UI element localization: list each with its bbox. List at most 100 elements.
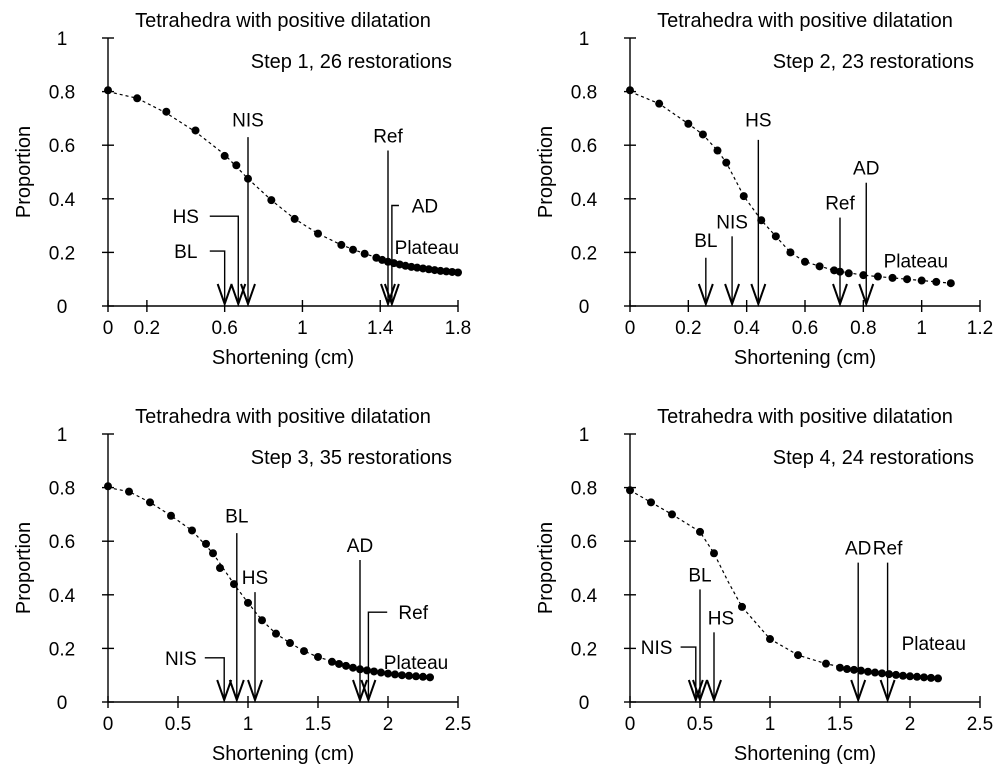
data-point — [104, 482, 112, 491]
data-point — [668, 510, 676, 519]
arrow-head — [724, 283, 741, 308]
data-point — [125, 487, 133, 496]
data-point — [363, 666, 371, 675]
y-tick-label: 0.6 — [49, 136, 75, 157]
panel-label: Step 4, 24 restorations — [773, 447, 974, 469]
data-point — [448, 267, 457, 276]
data-point — [314, 652, 322, 661]
data-point — [436, 266, 445, 275]
data-point — [377, 668, 385, 677]
x-tick-label: 1.2 — [967, 318, 993, 339]
marker-plateau-label: Plateau — [384, 653, 448, 674]
y-tick-label: 0 — [57, 297, 68, 318]
marker-nis: NIS — [165, 649, 233, 704]
data-point — [626, 86, 634, 95]
x-tick-label: 0.8 — [850, 318, 876, 339]
x-tick-label: 1.8 — [445, 318, 471, 339]
x-tick-label: 2 — [383, 714, 394, 735]
panel-label: Step 3, 35 restorations — [251, 447, 452, 469]
x-tick-label: 1 — [297, 318, 308, 339]
marker-nis-label: NIS — [716, 212, 748, 233]
arrow-head — [750, 283, 767, 308]
y-tick-label: 1 — [579, 29, 590, 50]
data-point — [626, 486, 634, 495]
x-tick-label: 1.5 — [827, 714, 853, 735]
panel-label: Step 1, 26 restorations — [251, 51, 452, 73]
marker-ref: Ref — [360, 603, 429, 704]
arrow-head — [216, 679, 233, 704]
data-point — [946, 279, 955, 288]
fit-curve — [629, 489, 939, 679]
data-point — [757, 216, 766, 225]
data-point — [370, 667, 378, 676]
y-tick-label: 1 — [57, 425, 68, 446]
y-tick-label: 0.2 — [49, 243, 75, 264]
data-point — [191, 126, 200, 135]
data-point — [328, 657, 336, 666]
y-tick-label: 0.4 — [571, 586, 598, 607]
x-tick-label: 0.6 — [211, 318, 237, 339]
x-tick-label: 1 — [916, 318, 927, 339]
marker-ref-label: Ref — [398, 603, 428, 624]
x-tick-label: 0 — [103, 318, 114, 339]
marker-ad-label: AD — [853, 159, 879, 180]
data-point — [739, 192, 748, 201]
y-tick-label: 0.6 — [571, 532, 597, 553]
y-tick-label: 0.8 — [571, 479, 597, 500]
marker-bl: BL — [174, 242, 233, 308]
data-point — [857, 666, 865, 675]
data-point — [684, 119, 693, 128]
fit-curve — [107, 487, 431, 678]
marker-bl-label: BL — [694, 231, 717, 252]
data-point — [873, 272, 882, 281]
arrow-line — [367, 611, 388, 700]
y-tick-label: 0.2 — [49, 639, 75, 660]
y-tick-label: 0.8 — [49, 83, 75, 104]
y-tick-label: 1 — [57, 29, 68, 50]
x-tick-label: 2.5 — [967, 714, 993, 735]
x-tick-label: 1.5 — [305, 714, 331, 735]
y-tick-label: 0.4 — [49, 190, 76, 211]
data-point — [647, 498, 655, 507]
chart-title: Tetrahedra with positive dilatation — [135, 406, 431, 428]
data-point — [314, 229, 322, 238]
arrow-line — [204, 657, 225, 700]
x-tick-label: 0.4 — [733, 318, 760, 339]
y-tick-label: 0.8 — [49, 479, 75, 500]
data-point — [794, 651, 802, 660]
data-point — [786, 248, 795, 257]
data-point — [932, 277, 941, 286]
arrow-head — [706, 679, 722, 704]
y-tick-label: 0.4 — [49, 586, 76, 607]
data-point — [232, 161, 241, 170]
x-tick-label: 0.2 — [675, 318, 701, 339]
chart-panel-4: Tetrahedra with positive dilatation 0 0.2 0… — [535, 406, 993, 765]
marker-bl: BL — [688, 565, 712, 704]
x-tick-label: 1 — [765, 714, 776, 735]
arrow-head — [247, 679, 263, 704]
marker-ad: AD — [853, 159, 879, 308]
data-point — [710, 549, 718, 558]
marker-ref: Ref — [825, 194, 855, 308]
data-point — [424, 265, 433, 274]
y-tick-label: 0 — [579, 297, 590, 318]
data-point — [801, 257, 809, 266]
data-point — [698, 130, 707, 139]
x-axis-label: Shortening (cm) — [734, 743, 876, 765]
x-axis-label: Shortening (cm) — [734, 347, 876, 369]
marker-hs-label: HS — [708, 608, 734, 629]
marker-hs-label: HS — [745, 110, 771, 131]
data-point — [885, 670, 893, 679]
marker-hs-label: HS — [242, 568, 268, 589]
data-point — [771, 232, 780, 241]
data-point — [892, 670, 900, 679]
data-point — [696, 527, 704, 536]
data-point — [272, 629, 280, 638]
arrow-head — [850, 679, 867, 704]
chart-panel-1: Tetrahedra with positive dilatation 0 0.2 0… — [13, 10, 471, 369]
panel-label: Step 2, 23 restorations — [773, 51, 974, 73]
chart-title: Tetrahedra with positive dilatation — [135, 10, 431, 32]
marker-ad: AD — [845, 539, 871, 704]
data-point — [267, 196, 276, 205]
